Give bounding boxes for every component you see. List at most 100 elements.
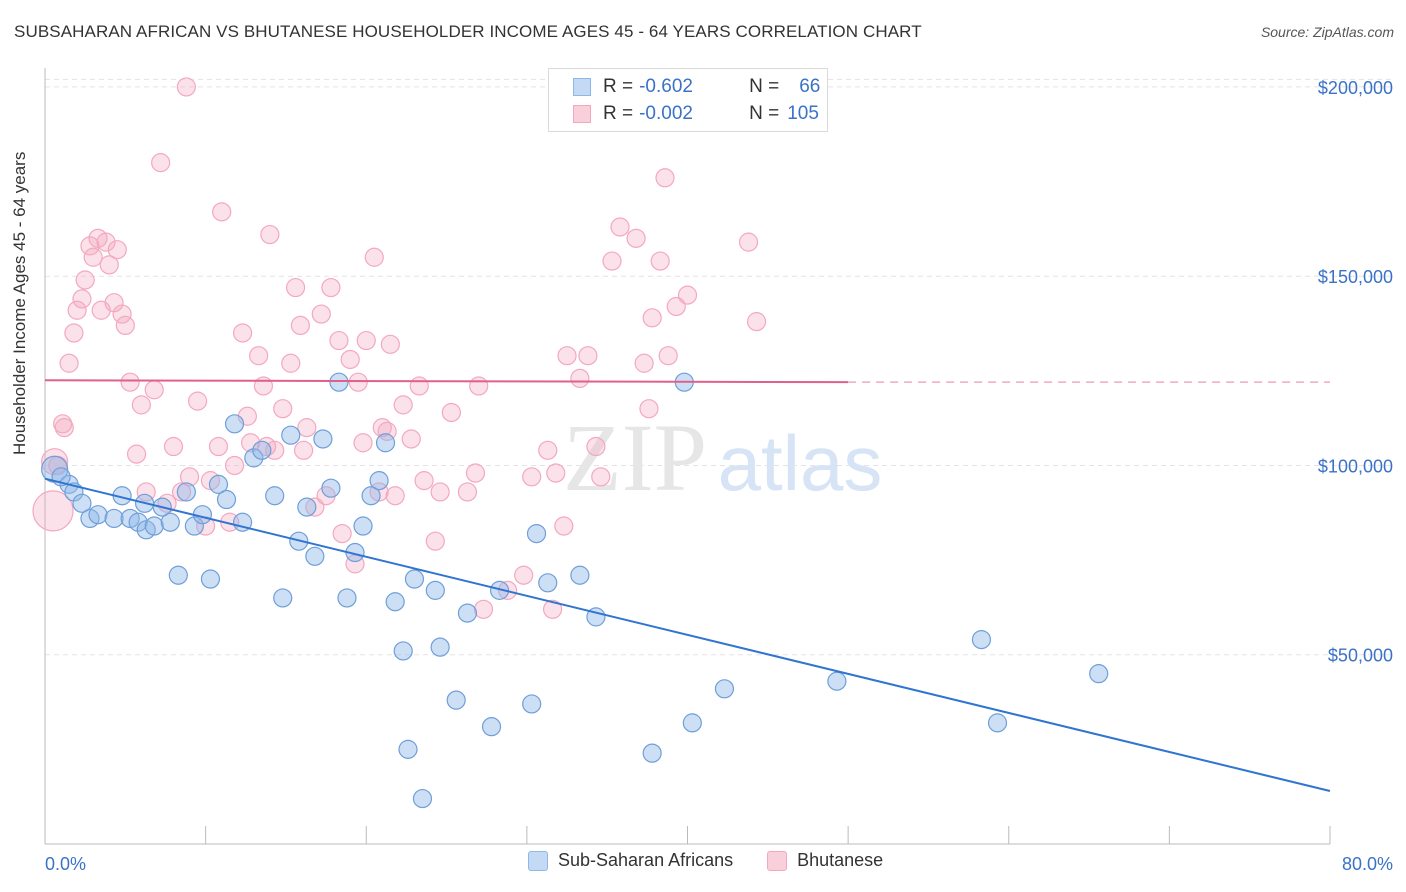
- series-legend: Sub-Saharan Africans Bhutanese: [528, 850, 917, 871]
- subsaharan-point: [412, 788, 433, 809]
- bhutanese-point: [425, 531, 445, 551]
- bhutanese-trend-line: [44, 379, 849, 384]
- x-tick-label: 80.0%: [1342, 854, 1393, 874]
- subsaharan-point: [321, 478, 341, 498]
- bhutanese-point: [380, 334, 400, 354]
- subsaharan-point: [827, 671, 847, 691]
- legend-n-value: 66: [799, 76, 821, 97]
- bhutanese-point: [305, 497, 325, 517]
- bhutanese-point: [409, 376, 429, 396]
- y-tick-label: $50,000: [1328, 646, 1393, 666]
- subsaharan-point: [297, 497, 317, 517]
- watermark: ZIP atlas: [563, 404, 882, 511]
- legend-row-bhutanese: R = -0.002 N = 105: [573, 102, 819, 126]
- legend-item-subsaharan[interactable]: Sub-Saharan Africans: [528, 850, 733, 871]
- bhutanese-point: [650, 251, 670, 271]
- bhutanese-point: [401, 429, 421, 449]
- bhutanese-point: [212, 202, 232, 222]
- bhutanese-point: [281, 353, 301, 373]
- subsaharan-point: [353, 516, 373, 536]
- bhutanese-point: [353, 433, 373, 453]
- subsaharan-point: [375, 433, 396, 453]
- legend-r-value: -0.602: [639, 76, 693, 97]
- x-tick-label: 0.0%: [45, 854, 86, 874]
- subsaharan-point: [522, 694, 542, 714]
- bhutanese-point: [179, 467, 200, 487]
- bhutanese-point: [115, 315, 135, 336]
- bhutanese-point: [99, 255, 119, 275]
- axes: [44, 68, 1331, 845]
- bhutanese-point: [655, 168, 675, 188]
- bhutanese-point: [465, 463, 486, 483]
- bhutanese-point: [441, 402, 461, 423]
- legend-swatch-pink: [767, 850, 788, 871]
- bhutanese-point: [557, 346, 577, 366]
- bhutanese-point: [290, 315, 310, 336]
- y-tick-label: $200,000: [1318, 78, 1393, 98]
- subsaharan-point: [329, 372, 349, 392]
- subsaharan-point: [265, 486, 285, 506]
- bhutanese-point: [208, 436, 229, 457]
- grid-lines: [45, 78, 1395, 656]
- bhutanese-point: [591, 467, 611, 487]
- x-tick-labels: 0.0% 80.0%: [45, 854, 1393, 874]
- bhutanese-point: [570, 368, 590, 388]
- bhutanese-point: [542, 599, 563, 619]
- subsaharan-point: [104, 508, 124, 529]
- legend-item-bhutanese[interactable]: Bhutanese: [767, 850, 883, 871]
- subsaharan-point: [526, 523, 547, 544]
- subsaharan-point: [72, 493, 92, 513]
- legend-series-name: Bhutanese: [797, 850, 884, 870]
- watermark-atlas: atlas: [718, 419, 883, 507]
- legend-n-value: 105: [787, 103, 819, 124]
- bhutanese-point: [340, 349, 360, 370]
- bhutanese-point: [738, 232, 759, 252]
- subsaharan-point: [244, 448, 264, 468]
- bhutanese-point: [67, 300, 87, 320]
- bhutanese-point: [554, 516, 574, 536]
- chart-title: SUBSAHARAN AFRICAN VS BHUTANESE HOUSEHOL…: [14, 22, 922, 41]
- subsaharan-point: [446, 690, 466, 710]
- subsaharan-point: [176, 482, 196, 502]
- subsaharan-point: [385, 592, 405, 612]
- subsaharan-point: [216, 489, 237, 510]
- bhutanese-point: [285, 277, 306, 298]
- bhutanese-point: [72, 289, 92, 309]
- bhutanese-point: [107, 240, 127, 260]
- bhutanese-point: [658, 346, 678, 366]
- subsaharan-point: [252, 440, 272, 460]
- bhutanese-point: [144, 380, 164, 400]
- bhutanese-point: [59, 353, 79, 373]
- bhutanese-point: [294, 440, 314, 460]
- bhutanese-point: [171, 482, 192, 502]
- bhutanese-point: [126, 444, 147, 464]
- bhutanese-point: [273, 399, 293, 419]
- legend-series-name: Sub-Saharan Africans: [558, 850, 734, 870]
- subsaharan-point: [144, 516, 164, 536]
- bhutanese-point: [610, 217, 630, 237]
- correlation-legend: R = -0.602 N = 66 R = -0.002 N = 105: [548, 68, 828, 132]
- bhutanese-point: [224, 455, 245, 476]
- watermark-zip: ZIP: [563, 404, 707, 511]
- bhutanese-point: [187, 391, 208, 411]
- bhutanese-point: [393, 395, 413, 415]
- subsaharan-point: [682, 713, 702, 733]
- y-axis-label: Householder Income Ages 45 - 64 years: [10, 151, 29, 455]
- subsaharan-point: [168, 565, 188, 585]
- subsaharan-point: [987, 713, 1008, 733]
- subsaharan-point: [184, 516, 204, 536]
- bhutanese-point: [514, 565, 534, 585]
- bhutanese-point: [297, 418, 317, 438]
- bhutanese-point: [96, 232, 116, 252]
- legend-n-label: N =: [749, 103, 780, 124]
- bhutanese-point: [241, 433, 261, 453]
- legend-r-value: -0.002: [639, 103, 693, 124]
- y-tick-label: $150,000: [1318, 267, 1393, 287]
- bhutanese-point: [473, 599, 494, 619]
- subsaharan-point: [393, 641, 413, 661]
- bhutanese-point: [120, 372, 140, 392]
- subsaharan-point: [200, 569, 221, 589]
- subsaharan-point: [232, 512, 253, 532]
- subsaharan-point: [361, 486, 381, 506]
- subsaharan-point: [971, 629, 992, 650]
